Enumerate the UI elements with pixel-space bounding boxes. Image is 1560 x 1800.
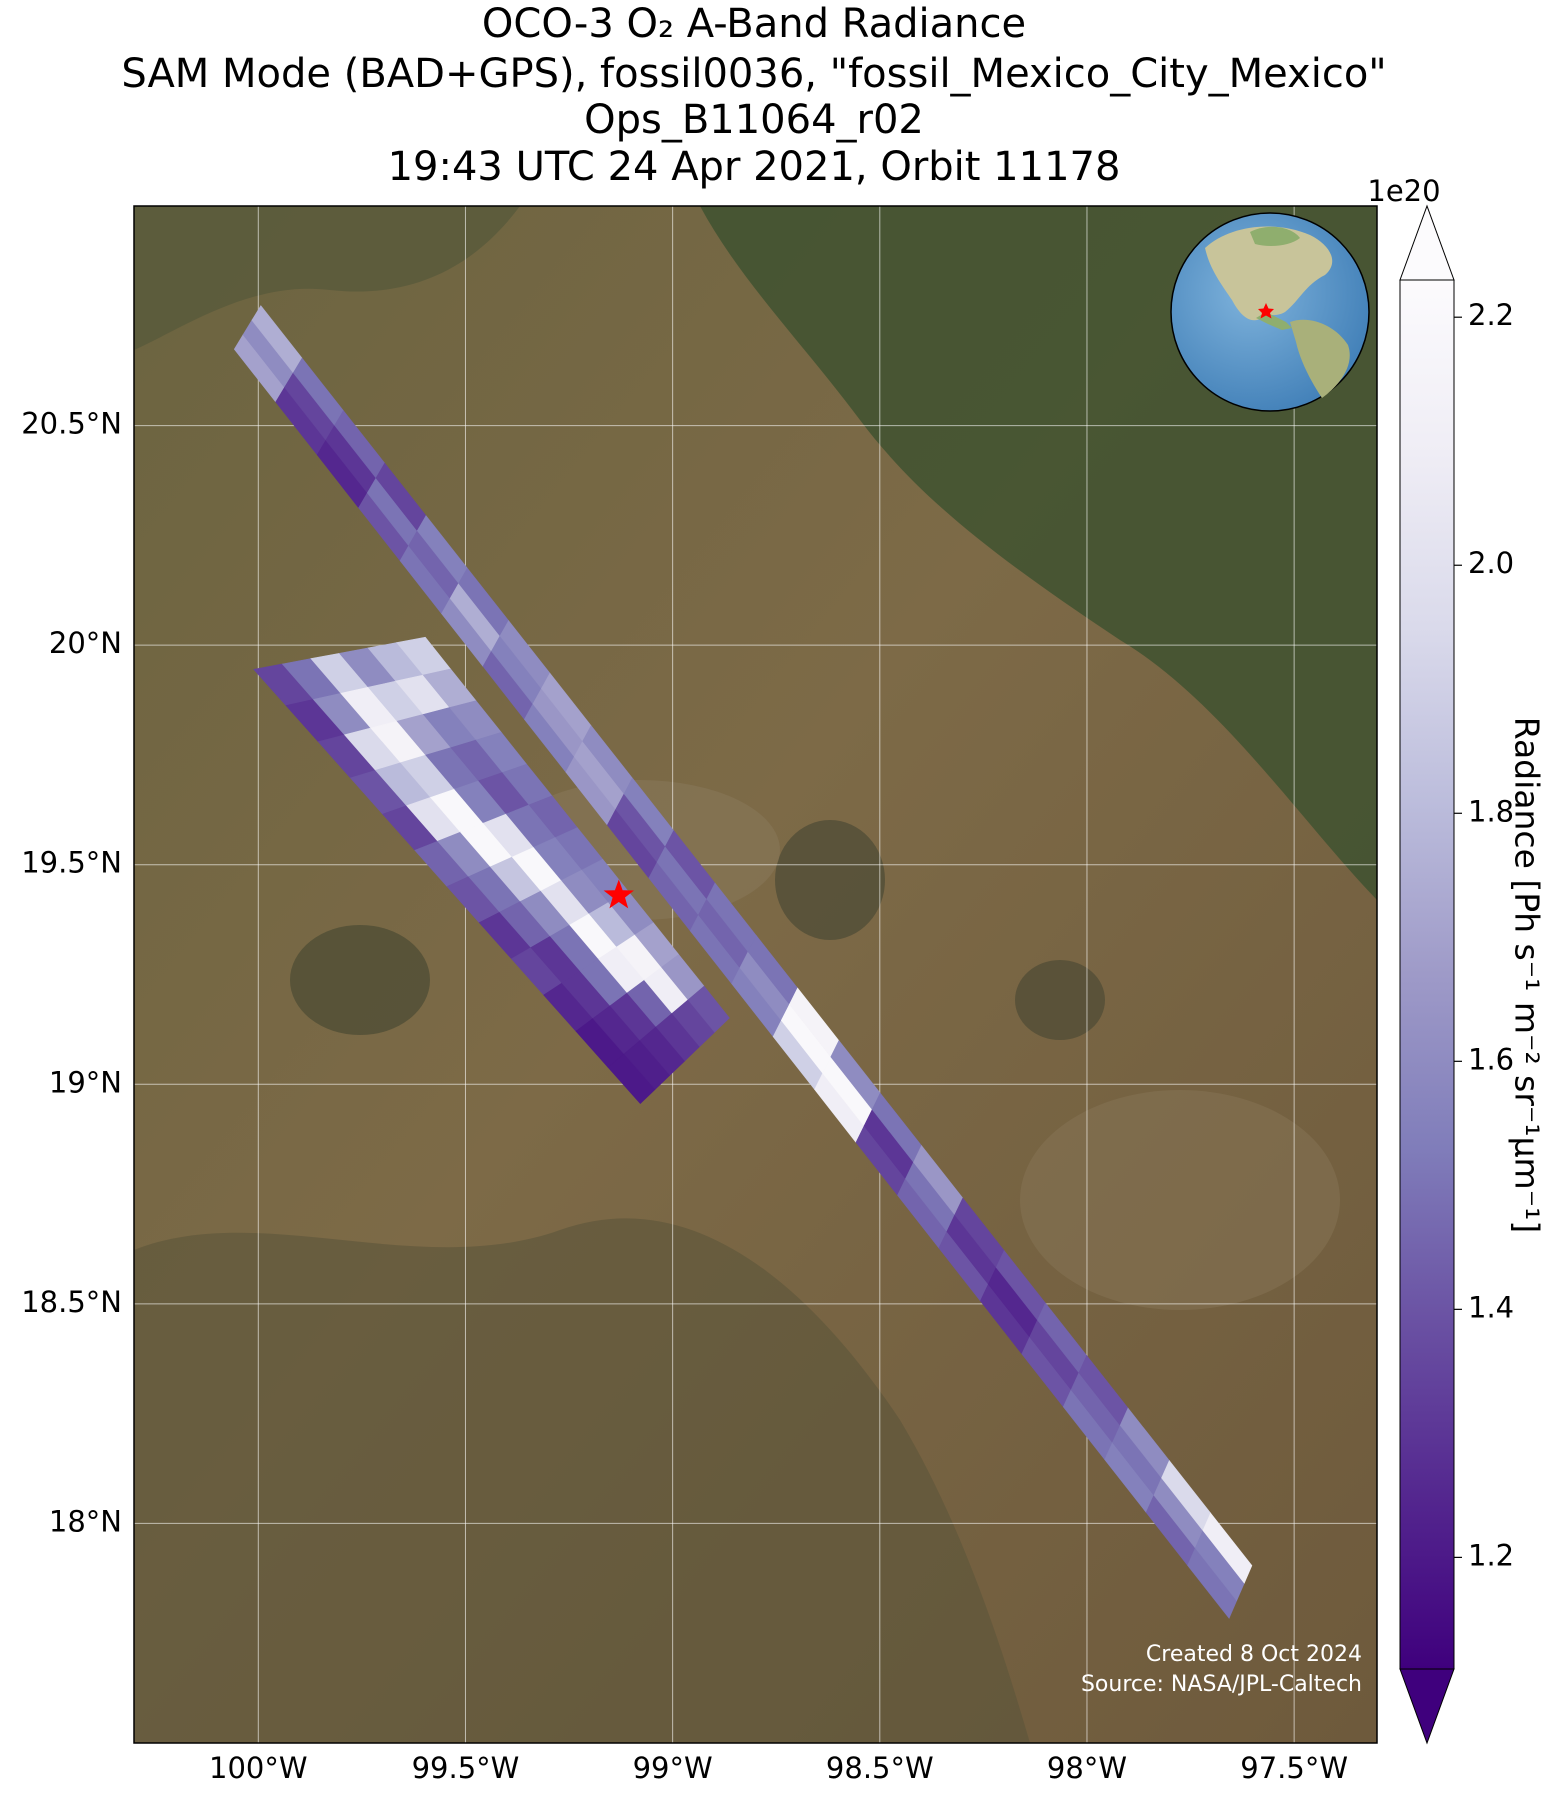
x-tick-label: 99°W (633, 1751, 713, 1785)
colorbar (1400, 280, 1454, 1669)
x-tick-label: 97.5°W (1240, 1751, 1348, 1785)
colorbar-extend (1399, 204, 1455, 281)
annotation: Created 8 Oct 2024 (1146, 1642, 1362, 1667)
colorbar-tick-label: 2.2 (1468, 298, 1514, 332)
colorbar-tick-label: 1.2 (1468, 1538, 1514, 1572)
basemap (134, 206, 1377, 1743)
y-tick-label: 18°N (49, 1504, 122, 1538)
colorbar-extend (1399, 1668, 1455, 1745)
x-tick-label: 99.5°W (412, 1751, 520, 1785)
colorbar-label: Radiance [Ph s⁻¹ m⁻² sr⁻¹μm⁻¹] (1508, 717, 1547, 1233)
y-tick-label: 18.5°N (21, 1285, 122, 1319)
swath-cell (687, 985, 730, 1033)
swath-layer (233, 305, 1253, 1619)
y-tick-label: 20°N (49, 626, 122, 660)
title-line: OCO-3 O₂ A-Band Radiance (482, 1, 1026, 47)
colorbar-tick-label: 2.0 (1468, 546, 1514, 580)
title-line: SAM Mode (BAD+GPS), fossil0036, "fossil_… (121, 51, 1386, 97)
colorbar-tick-label: 1.6 (1468, 1042, 1514, 1076)
colorbar-tick-label: 1.4 (1468, 1290, 1514, 1324)
y-tick-label: 19.5°N (21, 846, 122, 880)
y-tick-label: 19°N (49, 1065, 122, 1099)
colorbar-tick-label: 1.8 (1468, 794, 1514, 828)
colorbar-frame (1399, 279, 1455, 1670)
annotation: Source: NASA/JPL-Caltech (1081, 1672, 1362, 1697)
title-line: 19:43 UTC 24 Apr 2021, Orbit 11178 (388, 144, 1121, 190)
colorbar-offset: 1e20 (1367, 174, 1440, 208)
x-tick-label: 98°W (1047, 1751, 1127, 1785)
x-tick-label: 100°W (209, 1751, 308, 1785)
target-marker (603, 879, 634, 909)
x-tick-label: 98.5°W (826, 1751, 934, 1785)
globe-inset (1170, 212, 1370, 412)
title-line: Ops_B11064_r02 (584, 97, 924, 143)
swath-cell (1202, 1512, 1253, 1584)
y-tick-label: 20.5°N (21, 407, 122, 441)
map-frame (133, 205, 1378, 1744)
